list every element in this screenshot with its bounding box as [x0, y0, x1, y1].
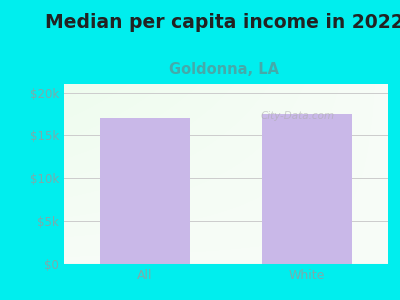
Text: City-Data.com: City-Data.com	[260, 111, 334, 122]
Text: Median per capita income in 2022: Median per capita income in 2022	[45, 14, 400, 32]
Bar	[262, 114, 352, 264]
Text: Goldonna, LA: Goldonna, LA	[169, 61, 279, 76]
Bar	[100, 118, 190, 264]
